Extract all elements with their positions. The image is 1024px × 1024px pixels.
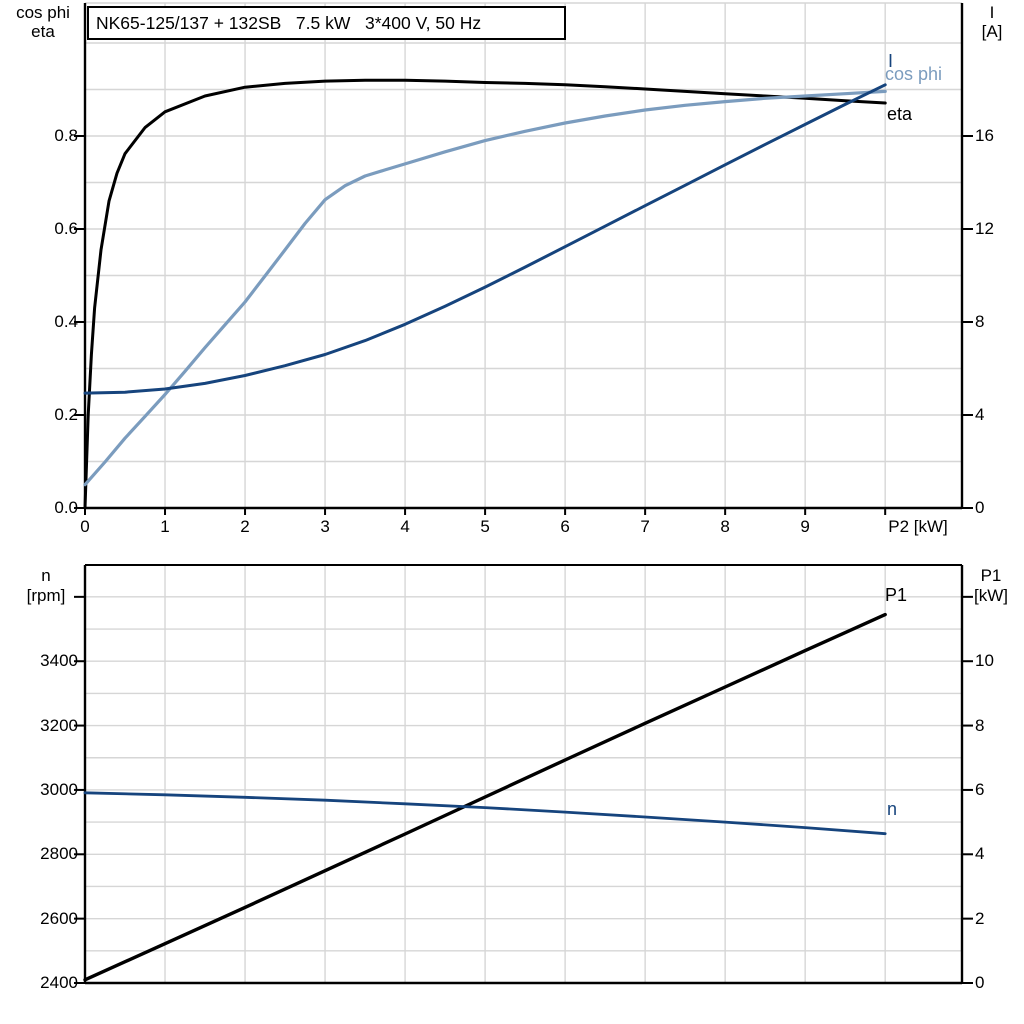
tick-label: 2 xyxy=(975,908,985,928)
tick-label: 8 xyxy=(720,517,730,536)
top-right-axis-title-I: I xyxy=(989,3,995,22)
tick-label: 10 xyxy=(975,651,994,671)
top-left-axis-title-eta: eta xyxy=(31,22,55,41)
tick-label: 2600 xyxy=(40,908,78,928)
curve-label-eta: eta xyxy=(887,104,913,124)
tick-label: 0.4 xyxy=(54,311,78,331)
tick-label: 3200 xyxy=(40,715,78,735)
tick-label: 16 xyxy=(975,125,994,145)
curve-p1 xyxy=(83,612,887,982)
curve-label-n: n xyxy=(887,799,898,819)
curve-label-cos-phi: cos phi xyxy=(885,64,943,84)
tick-label: 0 xyxy=(975,498,985,517)
curve-n xyxy=(83,791,887,836)
tick-label: 4 xyxy=(975,404,985,424)
x-axis-label-p2: P2 [kW] xyxy=(888,517,948,536)
tick-label: 2800 xyxy=(40,844,78,864)
curve-eta xyxy=(83,78,887,510)
tick-label: 0.8 xyxy=(54,125,78,145)
tick-label: 0 xyxy=(80,517,90,536)
tick-label: 12 xyxy=(975,218,994,238)
tick-label: 9 xyxy=(800,517,810,536)
top-right-axis-title-amps: [A] xyxy=(981,22,1003,41)
tick-label: 6 xyxy=(560,517,570,536)
tick-label: 6 xyxy=(975,779,985,799)
tick-label: 0.0 xyxy=(54,498,78,517)
tick-label: 7 xyxy=(640,517,650,536)
tick-label: 4 xyxy=(975,844,985,864)
tick-label: 2400 xyxy=(40,973,78,992)
bottom-left-axis-title-rpm: [rpm] xyxy=(26,586,66,605)
tick-label: 2 xyxy=(240,517,250,536)
tick-label: 0.2 xyxy=(54,404,78,424)
tick-label: 3000 xyxy=(40,779,78,799)
bottom-right-axis-title-p1: P1 xyxy=(980,566,1002,585)
curve-i xyxy=(83,83,887,395)
tick-label: 8 xyxy=(975,715,985,735)
curve-label-current: I xyxy=(888,51,894,71)
tick-label: 5 xyxy=(480,517,490,536)
tick-label: 8 xyxy=(975,311,985,331)
tick-label: 3 xyxy=(320,517,330,536)
curve-cos-phi xyxy=(83,89,887,487)
tick-label: 4 xyxy=(400,517,410,536)
tick-label: 3400 xyxy=(40,651,78,671)
bottom-left-axis-title-n: n xyxy=(41,566,51,585)
curve-label-p1: P1 xyxy=(885,585,908,605)
tick-label: 0.6 xyxy=(54,218,78,238)
bottom-right-axis-title-kw: [kW] xyxy=(974,586,1008,605)
tick-label: 0 xyxy=(975,973,985,992)
top-left-axis-title-cos-phi: cos phi xyxy=(16,3,70,22)
chart-title-box: NK65-125/137 + 132SB 7.5 kW 3*400 V, 50 … xyxy=(87,6,566,40)
tick-label: 1 xyxy=(160,517,170,536)
